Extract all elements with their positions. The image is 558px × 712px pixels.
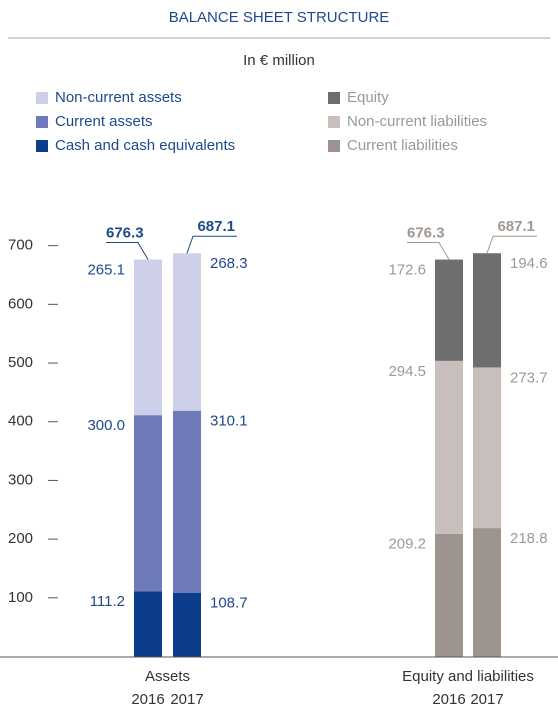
legend-swatch <box>328 140 340 152</box>
legend-swatch <box>328 92 340 104</box>
bar-segment <box>134 259 162 416</box>
value-label: 209.2 <box>388 536 426 553</box>
total-label: 687.1 <box>497 218 535 235</box>
legend-swatch <box>36 116 48 128</box>
x-tick-label: 2017 <box>170 691 203 707</box>
bar-segment <box>435 533 463 657</box>
y-tick-label: 100 <box>8 589 33 606</box>
value-label: 111.2 <box>90 593 125 610</box>
legend-label: Current liabilities <box>347 137 458 154</box>
bar-segment <box>473 528 501 657</box>
total-leader <box>407 242 450 260</box>
x-tick-label: 2017 <box>470 691 503 707</box>
legend-swatch <box>36 140 48 152</box>
y-tick-label: 700 <box>8 237 33 254</box>
bar-segment <box>134 415 162 592</box>
bar-segment <box>173 253 201 411</box>
value-label: 310.1 <box>210 413 248 430</box>
value-label: 108.7 <box>210 595 248 612</box>
legend-label: Current assets <box>55 113 153 130</box>
legend-label: Non-current assets <box>55 89 182 106</box>
y-tick-label: 300 <box>8 471 33 488</box>
x-tick-label: 2016 <box>131 691 164 707</box>
value-label: 294.5 <box>388 363 426 380</box>
total-leader <box>186 235 237 254</box>
value-label: 265.1 <box>87 262 125 279</box>
bar-segment <box>473 253 501 368</box>
value-label: 273.7 <box>510 369 548 386</box>
bar-segment <box>173 592 201 657</box>
total-leader <box>486 235 537 254</box>
group-label: Assets <box>145 668 190 685</box>
y-tick-label: 500 <box>8 354 33 371</box>
y-tick-label: 400 <box>8 413 33 430</box>
y-tick-label: 200 <box>8 530 33 547</box>
bar-segment <box>435 259 463 361</box>
total-label: 676.3 <box>106 225 144 242</box>
group-label: Equity and liabilities <box>402 668 534 685</box>
bar-segment <box>134 591 162 657</box>
legend-swatch <box>328 116 340 128</box>
bar-segment <box>473 367 501 529</box>
value-label: 300.0 <box>87 417 125 434</box>
chart-title: BALANCE SHEET STRUCTURE <box>169 9 390 26</box>
legend-label: Equity <box>347 89 389 106</box>
value-label: 218.8 <box>510 530 548 547</box>
total-label: 687.1 <box>197 218 235 235</box>
legend-label: Non-current liabilities <box>347 113 487 130</box>
legend-swatch <box>36 92 48 104</box>
y-tick-label: 600 <box>8 295 33 312</box>
subtitle: In € million <box>243 52 315 69</box>
bar-segment <box>173 410 201 593</box>
bar-segment <box>435 360 463 534</box>
total-label: 676.3 <box>407 225 445 242</box>
total-leader <box>106 242 149 260</box>
value-label: 172.6 <box>388 262 426 279</box>
legend-label: Cash and cash equivalents <box>55 137 235 154</box>
value-label: 268.3 <box>210 255 248 272</box>
x-tick-label: 2016 <box>432 691 465 707</box>
value-label: 194.6 <box>510 255 548 272</box>
